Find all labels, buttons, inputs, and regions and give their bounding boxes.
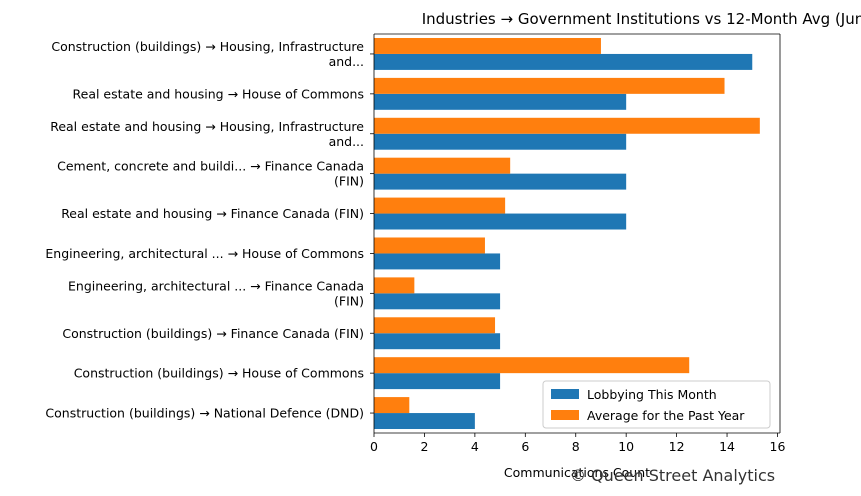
y-tick-label-0: Construction (buildings) → Housing, Infr… [51, 39, 364, 69]
legend-swatch-1 [551, 410, 579, 420]
y-tick-label-6: Engineering, architectural ... → Finance… [68, 278, 364, 308]
legend-box [542, 380, 771, 429]
x-tick-label-5: 10 [618, 439, 634, 454]
y-tick-label-9: Construction (buildings) → National Defe… [45, 406, 364, 421]
bar-this-month-4 [374, 213, 627, 230]
y-tick-label-4: Real estate and housing → Finance Canada… [61, 206, 364, 221]
bar-this-month-2 [374, 133, 627, 150]
x-tick-label-4: 8 [572, 439, 580, 454]
x-tick-label-1: 2 [420, 439, 428, 454]
x-tick-label-6: 12 [669, 439, 685, 454]
bar-this-month-9 [374, 413, 475, 430]
bar-this-month-6 [374, 293, 501, 310]
bar-this-month-8 [374, 373, 501, 390]
bar-this-month-5 [374, 253, 501, 270]
bar-past-year-avg-6 [374, 277, 415, 294]
y-tick-label-2: Real estate and housing → Housing, Infra… [50, 119, 364, 149]
bar-past-year-avg-0 [374, 37, 601, 54]
legend-swatch-0 [551, 389, 579, 399]
y-tick-label-5: Engineering, architectural ... → House o… [45, 246, 364, 261]
bar-this-month-3 [374, 173, 627, 190]
x-tick-label-3: 6 [521, 439, 529, 454]
legend-label-0: Lobbying This Month [587, 387, 717, 402]
y-tick-label-7: Construction (buildings) → Finance Canad… [62, 326, 364, 341]
chart-title: Industries → Government Institutions vs … [422, 10, 861, 28]
y-tick-label-8: Construction (buildings) → House of Comm… [74, 366, 364, 381]
bar-past-year-avg-9 [374, 397, 410, 414]
bar-past-year-avg-8 [374, 357, 690, 374]
bar-this-month-1 [374, 93, 627, 110]
x-tick-label-7: 14 [719, 439, 735, 454]
bar-past-year-avg-4 [374, 197, 506, 214]
bar-past-year-avg-3 [374, 157, 511, 174]
bar-past-year-avg-5 [374, 237, 485, 254]
bar-past-year-avg-2 [374, 117, 760, 134]
x-tick-label-2: 4 [471, 439, 479, 454]
x-tick-label-8: 16 [770, 439, 786, 454]
bar-this-month-7 [374, 333, 501, 350]
y-tick-label-3: Cement, concrete and buildi... → Finance… [57, 159, 364, 189]
x-tick-label-0: 0 [370, 439, 378, 454]
x-axis-label: Communications Count [504, 465, 650, 480]
legend-label-1: Average for the Past Year [587, 408, 745, 423]
bar-past-year-avg-1 [374, 77, 725, 94]
y-tick-label-1: Real estate and housing → House of Commo… [73, 86, 364, 101]
watermark-text: © Queen Street Analytics [570, 466, 776, 485]
bar-past-year-avg-7 [374, 317, 496, 334]
bar-this-month-0 [374, 53, 753, 70]
